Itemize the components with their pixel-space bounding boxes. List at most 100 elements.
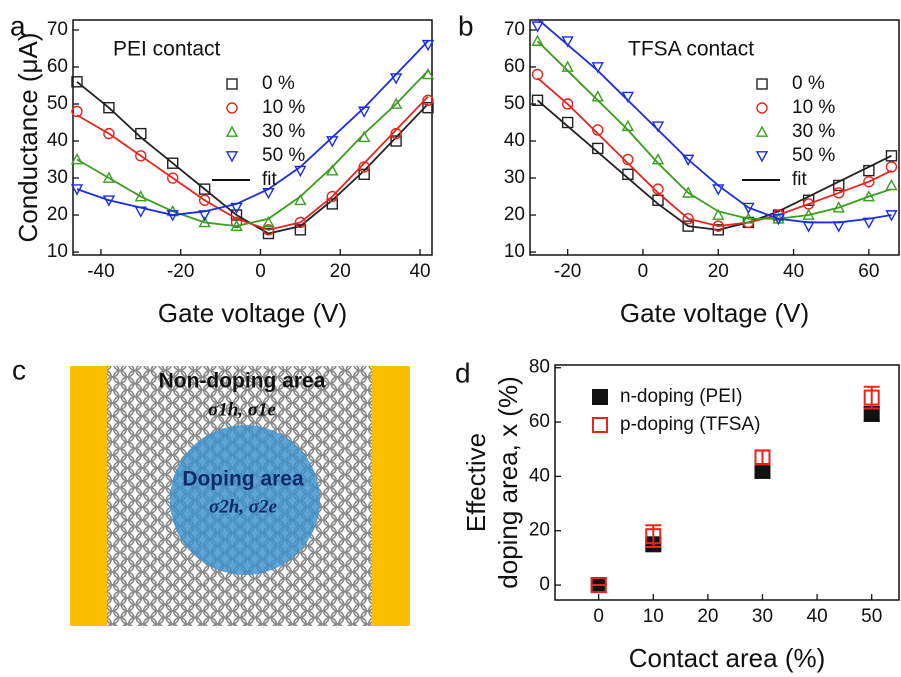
marker [682, 220, 694, 232]
marker [389, 73, 403, 85]
legend-marker [225, 125, 239, 137]
marker [863, 176, 875, 188]
marker [712, 220, 724, 232]
x-tick-label: 40 [409, 261, 430, 282]
non-doping-sigma: σ1h, σ1e [208, 399, 277, 420]
marker [134, 190, 147, 202]
y-tick-label: 40 [529, 465, 550, 486]
marker [531, 94, 544, 107]
legend-marker [226, 78, 238, 90]
marker [262, 187, 275, 200]
marker [421, 67, 435, 80]
legend-marker [755, 125, 769, 137]
fit-line [76, 81, 429, 235]
fit-line [76, 70, 429, 228]
marker [772, 213, 785, 226]
y-tick-label: 20 [529, 520, 550, 541]
y-tick-label: 10 [504, 241, 525, 262]
y-axis-label: doping area, x (%) [493, 376, 523, 588]
fit-line [536, 99, 892, 231]
marker [802, 221, 815, 233]
marker [802, 194, 815, 206]
marker [358, 106, 371, 118]
plot-frame [554, 364, 900, 601]
marker [326, 164, 339, 176]
marker [885, 178, 898, 191]
marker [70, 153, 84, 165]
doping-label: Doping area [182, 468, 304, 491]
marker [802, 208, 815, 220]
marker [294, 193, 307, 206]
error-bar [754, 449, 771, 466]
x-tick-label: -40 [87, 261, 114, 282]
marker [863, 389, 880, 406]
x-tick-label: 10 [643, 606, 664, 627]
electrode-left [70, 366, 107, 626]
legend-label: p-doping (TFSA) [620, 414, 760, 435]
x-tick-label: 0 [638, 261, 649, 282]
marker [71, 105, 83, 118]
marker [262, 224, 275, 236]
plot-frame [529, 19, 900, 256]
y-tick-label: 30 [504, 167, 525, 188]
marker [326, 198, 338, 210]
y-tick-label: 50 [47, 93, 68, 114]
legend-label: 50 % [792, 145, 835, 166]
doping-area [170, 425, 320, 575]
marker [591, 62, 604, 74]
marker [198, 183, 211, 195]
marker [862, 217, 876, 229]
legend-marker [592, 417, 608, 433]
x-tick-label: 20 [708, 261, 729, 282]
marker [561, 116, 574, 129]
marker [681, 186, 695, 198]
marker [863, 164, 875, 177]
annotation: TFSA contact [628, 38, 754, 61]
y-tick-label: 20 [47, 204, 68, 225]
marker [652, 194, 664, 206]
legend-marker [756, 78, 768, 90]
marker [832, 201, 845, 213]
marker [885, 210, 898, 222]
marker [134, 206, 147, 218]
x-tick-label: 20 [330, 261, 351, 282]
marker [682, 213, 694, 225]
x-tick-label: -20 [167, 261, 194, 282]
marker [198, 210, 211, 222]
marker [561, 36, 574, 48]
marker [422, 102, 434, 114]
marker [358, 168, 370, 181]
marker [651, 153, 665, 165]
legend-label: fit [792, 169, 808, 190]
marker [561, 60, 574, 72]
legend-label: 50 % [262, 145, 305, 166]
marker [70, 184, 84, 196]
legend-marker [226, 102, 238, 114]
marker [531, 34, 544, 46]
marker [422, 94, 434, 107]
y-tick-label: 0 [539, 574, 550, 595]
non-doping-label: Non-doping area [159, 370, 326, 393]
marker [742, 212, 755, 224]
legend-label: 0 % [792, 73, 825, 94]
marker [645, 528, 662, 545]
marker [262, 215, 275, 228]
marker [862, 190, 876, 202]
x-tick-label: 40 [807, 606, 828, 627]
marker [742, 202, 755, 215]
marker [135, 127, 147, 140]
x-tick-label: 20 [697, 606, 718, 627]
marker [651, 121, 665, 133]
marker [590, 577, 607, 594]
y-tick-label: 80 [529, 357, 550, 378]
legend-label: 30 % [262, 121, 305, 142]
marker [712, 208, 725, 220]
marker [833, 187, 845, 199]
legend-label: 10 % [262, 97, 305, 118]
y-tick-label: 20 [504, 204, 525, 225]
marker [652, 183, 664, 195]
y-axis-label: Conductance (μA) [13, 32, 43, 242]
marker [358, 130, 371, 143]
panel-label: b [458, 10, 474, 41]
marker [198, 215, 211, 228]
